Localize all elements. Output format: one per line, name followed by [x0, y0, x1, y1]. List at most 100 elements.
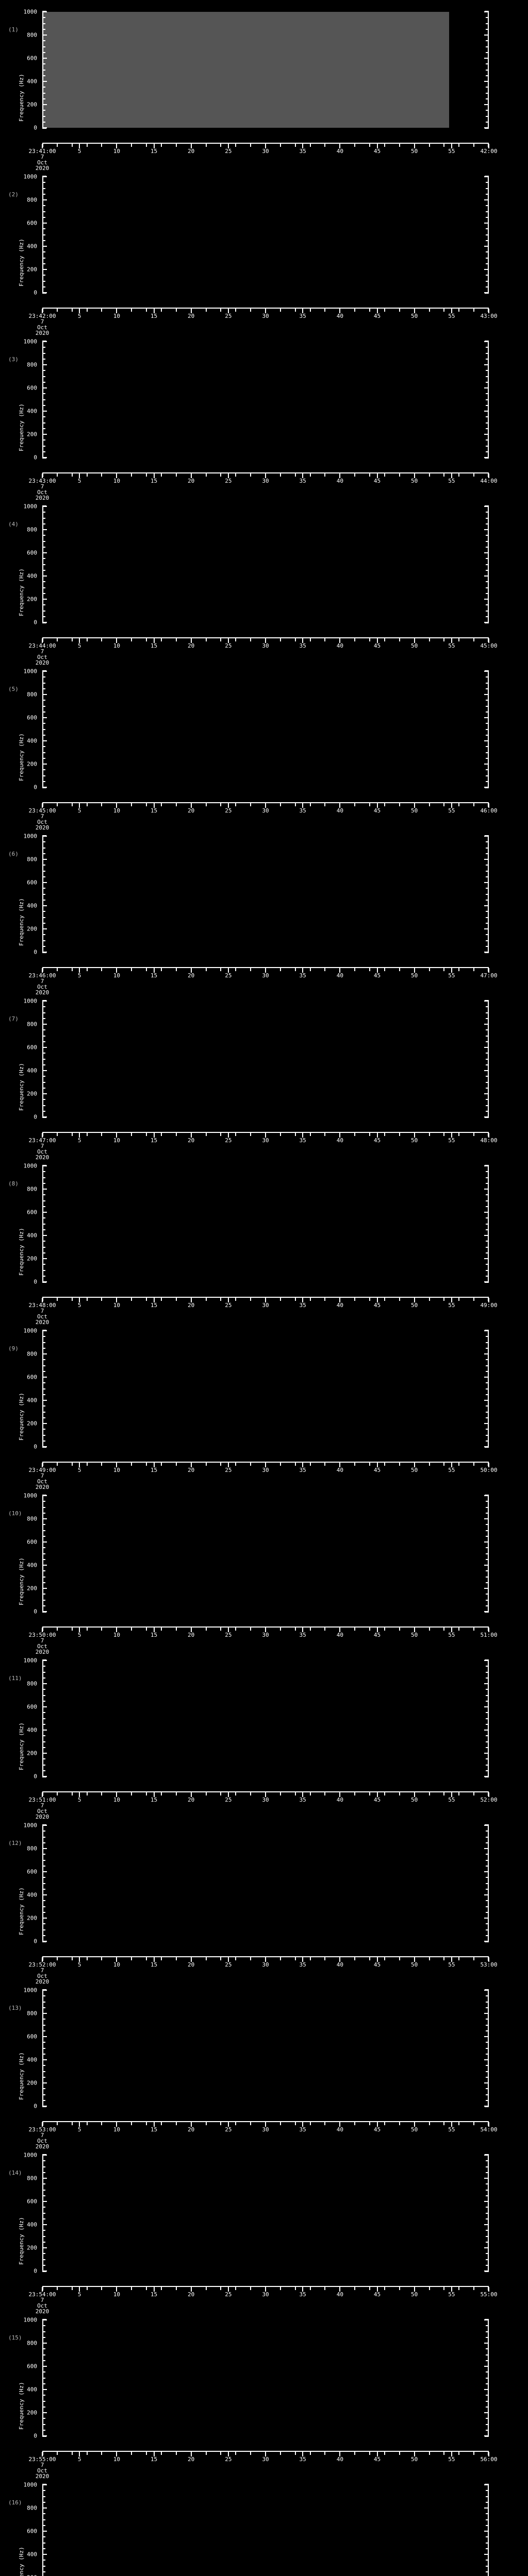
- time-tick-label: 35: [299, 148, 306, 155]
- time-minor-tick: [175, 1133, 177, 1136]
- y-minor-tick-right: [486, 2542, 489, 2544]
- y-minor-tick: [42, 376, 45, 377]
- y-minor-tick-right: [486, 1058, 489, 1060]
- time-minor-tick: [101, 1133, 103, 1136]
- y-major-tick-right: [484, 2082, 489, 2083]
- time-major-tick: [451, 638, 452, 643]
- y-major-tick: [42, 1400, 47, 1401]
- y-tick-label: 600: [27, 714, 37, 721]
- time-major-tick: [376, 968, 378, 973]
- time-major-tick: [227, 1463, 229, 1467]
- axis-corner-tick: [42, 1941, 46, 1942]
- time-minor-tick: [250, 803, 252, 806]
- y-tick-label: 800: [27, 1185, 37, 1193]
- y-major-tick: [42, 2247, 47, 2248]
- time-major-tick: [488, 1298, 489, 1302]
- time-major-tick: [153, 1298, 155, 1302]
- y-tick-label: 200: [27, 1420, 37, 1427]
- y-minor-tick: [42, 1217, 45, 1219]
- y-minor-tick-right: [486, 393, 489, 395]
- y-tick-label: 800: [27, 856, 37, 863]
- y-major-tick-right: [484, 269, 489, 270]
- date-year: 2020: [35, 824, 50, 831]
- y-minor-tick-right: [486, 1012, 489, 1013]
- time-minor-tick: [309, 1957, 311, 1960]
- date-year: 2020: [35, 2143, 50, 2150]
- time-minor-tick: [324, 144, 326, 147]
- y-major-tick-right: [484, 2343, 489, 2344]
- panel-number-label: (9): [8, 1345, 19, 1352]
- time-tick-label: 35: [299, 1302, 306, 1309]
- y-tick-label: 1000: [23, 1492, 38, 1499]
- time-major-tick: [227, 309, 229, 313]
- time-minor-tick: [309, 1133, 311, 1136]
- time-minor-tick: [309, 803, 311, 806]
- y-minor-tick: [42, 1269, 45, 1271]
- time-tick-label: 5: [77, 1137, 81, 1144]
- y-minor-tick: [42, 121, 45, 123]
- time-minor-tick: [235, 1133, 237, 1136]
- time-minor-tick: [131, 1133, 133, 1136]
- date-month: Oct: [37, 1808, 47, 1815]
- panel-number-label: (8): [8, 1180, 19, 1187]
- y-minor-tick: [42, 2348, 45, 2350]
- y-minor-tick-right: [486, 1194, 489, 1196]
- y-minor-tick-right: [486, 1105, 489, 1106]
- y-minor-tick: [42, 1582, 45, 1583]
- time-minor-tick: [71, 968, 73, 971]
- y-major-tick-right: [484, 1377, 489, 1378]
- y-major-tick-right: [484, 364, 489, 365]
- y-minor-tick: [42, 40, 45, 42]
- axis-corner-tick: [42, 787, 46, 788]
- y-minor-tick-right: [486, 399, 489, 400]
- time-minor-tick: [160, 2122, 162, 2125]
- y-minor-tick: [42, 2065, 45, 2066]
- time-minor-tick: [399, 1792, 400, 1795]
- y-minor-tick: [42, 688, 45, 689]
- spectrogram-panel: (12) Frequency (Hz) 0 200 400 600 800 1000 23:52…: [0, 1814, 528, 1985]
- y-minor-tick: [42, 2406, 45, 2408]
- time-minor-tick: [235, 803, 237, 806]
- time-minor-tick: [220, 968, 222, 971]
- plot-area: [42, 505, 489, 623]
- y-major-tick: [42, 1353, 47, 1354]
- time-minor-tick: [399, 2287, 400, 2290]
- time-minor-tick: [146, 144, 147, 147]
- axis-corner-tick: [485, 293, 489, 294]
- y-minor-tick-right: [486, 275, 489, 276]
- y-minor-tick-right: [486, 2496, 489, 2497]
- time-minor-tick: [443, 1133, 445, 1136]
- time-axis: [42, 967, 489, 973]
- date-month: Oct: [37, 2302, 47, 2309]
- y-minor-tick-right: [486, 1206, 489, 1207]
- time-major-tick: [227, 144, 229, 148]
- time-minor-tick: [205, 1298, 207, 1301]
- y-minor-tick-right: [486, 2565, 489, 2567]
- y-major-tick: [42, 1941, 47, 1942]
- y-minor-tick-right: [486, 1524, 489, 1526]
- y-minor-tick-right: [486, 2053, 489, 2055]
- time-tick-label: 15: [150, 313, 158, 319]
- y-minor-tick: [42, 1370, 45, 1372]
- time-minor-tick: [205, 968, 207, 971]
- y-major-tick-right: [484, 506, 489, 507]
- time-major-tick: [265, 2287, 266, 2292]
- y-minor-tick-right: [486, 1177, 489, 1178]
- axis-corner-tick: [485, 2271, 489, 2272]
- time-major-tick: [302, 1628, 304, 1632]
- time-end-label: 42:00: [480, 148, 498, 155]
- y-major-tick-right: [484, 1423, 489, 1424]
- y-major-tick-right: [484, 1776, 489, 1777]
- time-major-tick: [488, 144, 489, 148]
- y-major-tick-right: [484, 2178, 489, 2179]
- time-tick-label: 50: [411, 1797, 418, 1803]
- date-month: Oct: [37, 324, 47, 331]
- y-minor-tick: [42, 1747, 45, 1748]
- time-minor-tick: [428, 968, 430, 971]
- y-minor-tick-right: [486, 2418, 489, 2419]
- y-minor-tick: [42, 1336, 45, 1337]
- y-tick-label: 0: [34, 289, 37, 296]
- time-tick-label: 55: [448, 2456, 455, 2463]
- y-major-tick: [42, 1871, 47, 1872]
